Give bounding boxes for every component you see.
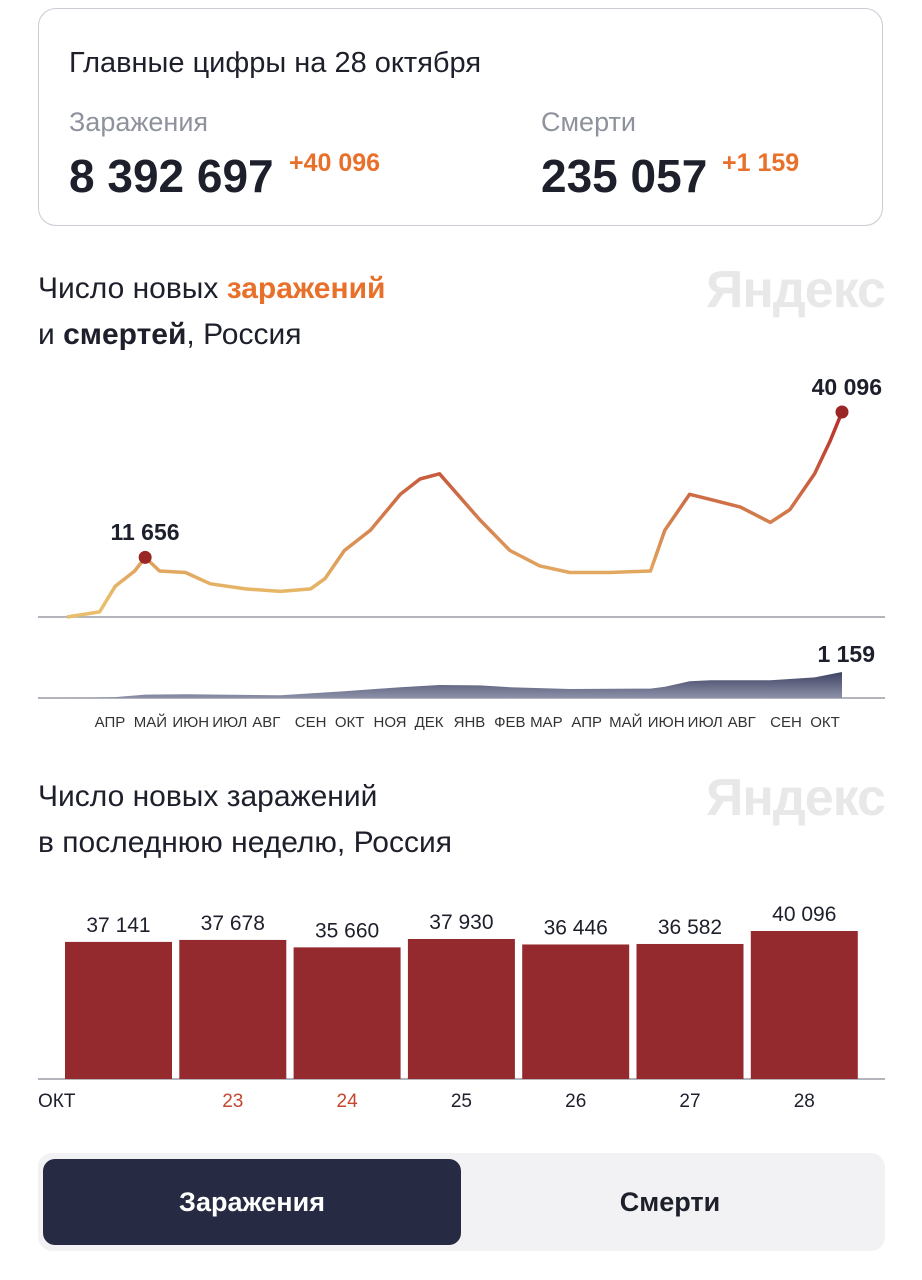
x-tick-label: СЕН — [770, 714, 802, 731]
x-tick-label: СЕН — [295, 714, 327, 731]
x-tick-label: ДЕК — [415, 714, 444, 731]
yandex-logo: Яндекс — [706, 261, 886, 319]
x-tick-label: ОКТ — [810, 714, 840, 731]
bar-category-label: 23 — [222, 1091, 243, 1112]
x-tick-label: МАЙ — [134, 713, 167, 731]
bar-category-label: 28 — [794, 1091, 815, 1112]
x-tick-label: АПР — [571, 714, 602, 731]
x-tick-label: ФЕВ — [494, 714, 525, 731]
latest-deaths-label: 1 159 — [817, 641, 875, 667]
bar-value-label: 37 930 — [429, 911, 493, 934]
x-tick-label: ИЮЛ — [212, 714, 247, 731]
summary-title: Главные цифры на 28 октября — [69, 47, 482, 79]
x-tick-label: АВГ — [728, 714, 756, 731]
bar-value-label: 36 446 — [544, 916, 608, 939]
x-tick-label: НОЯ — [374, 714, 407, 731]
deaths-area — [67, 672, 842, 698]
x-tick-label: ИЮЛ — [688, 714, 723, 731]
bar-category-label: 26 — [565, 1091, 586, 1112]
infections-total: 8 392 697 — [69, 150, 274, 202]
bar — [293, 947, 401, 1079]
bar-chart-title: Число новых заражений в последнюю неделю,… — [38, 780, 452, 859]
x-tick-label: МАЙ — [609, 713, 642, 731]
x-tick-label: ОКТ — [335, 714, 365, 731]
latest-infections-label: 40 096 — [812, 374, 882, 400]
bar-value-label: 37 678 — [201, 912, 265, 935]
bar-category-label: 27 — [679, 1091, 700, 1112]
bar — [750, 931, 858, 1079]
bar-value-label: 37 141 — [86, 914, 150, 937]
x-tick-label: МАР — [530, 714, 563, 731]
tab-deaths[interactable]: Смерти — [619, 1187, 721, 1217]
bar-month-label: ОКТ — [38, 1091, 76, 1112]
x-tick-label: ИЮН — [172, 714, 209, 731]
yandex-logo: Яндекс — [706, 769, 886, 827]
bar-category-label: 25 — [451, 1091, 472, 1112]
bar-value-label: 35 660 — [315, 919, 379, 942]
x-tick-label: ЯНВ — [454, 714, 486, 731]
bar — [65, 941, 172, 1079]
x-tick-label: АПР — [95, 714, 126, 731]
x-tick-label: АВГ — [252, 714, 280, 731]
summary-card: Главные цифры на 28 октября Заражения 8 … — [38, 8, 883, 226]
bar — [522, 944, 630, 1079]
infections-delta: +40 096 — [289, 149, 381, 177]
peak-marker — [138, 550, 152, 564]
bar — [407, 938, 515, 1079]
bar-value-label: 40 096 — [772, 903, 836, 926]
peak-label: 11 656 — [110, 519, 179, 545]
x-tick-label: ИЮН — [648, 714, 685, 731]
deaths-delta: +1 159 — [722, 149, 800, 177]
bar-value-label: 36 582 — [658, 916, 722, 939]
line-chart-title: Число новых заражений и смертей, Россия — [38, 272, 386, 351]
infections-label: Заражения — [69, 107, 209, 137]
deaths-label: Смерти — [541, 107, 636, 137]
tab-infections[interactable]: Заражения — [43, 1159, 461, 1245]
latest-marker — [835, 405, 849, 419]
bar — [179, 939, 287, 1079]
metric-tabs: Заражения Смерти — [38, 1153, 885, 1251]
bar-category-label: 24 — [337, 1091, 359, 1112]
deaths-total: 235 057 — [541, 150, 708, 202]
infections-line — [66, 411, 844, 619]
bar — [636, 943, 744, 1079]
